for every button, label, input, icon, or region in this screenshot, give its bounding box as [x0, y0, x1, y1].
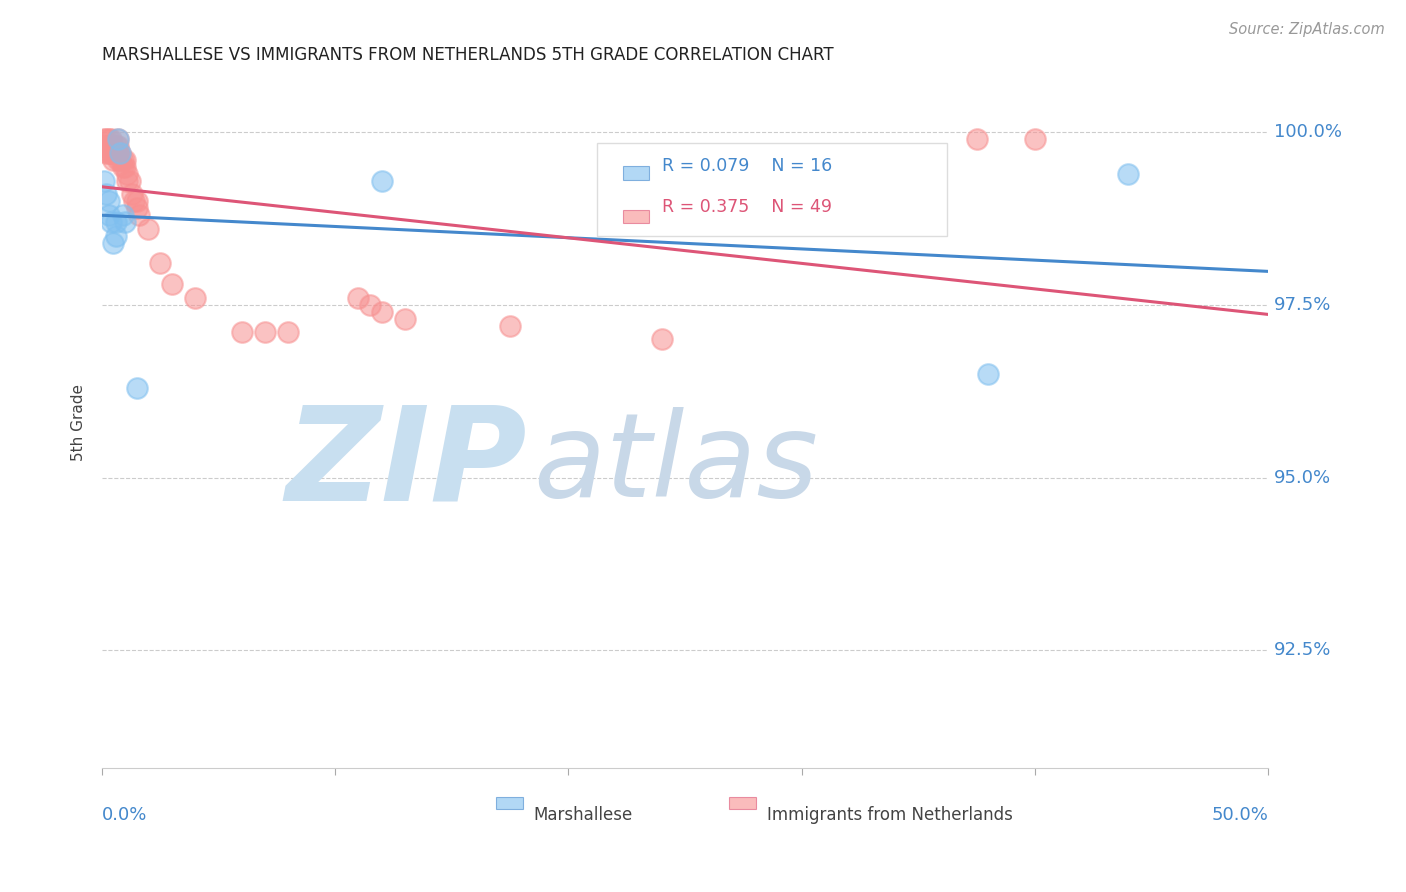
- Point: [977, 367, 1000, 381]
- Point: [125, 194, 148, 209]
- Point: [104, 228, 127, 243]
- Text: Source: ZipAtlas.com: Source: ZipAtlas.com: [1229, 22, 1385, 37]
- Point: [370, 173, 392, 187]
- Point: [93, 173, 115, 187]
- Point: [121, 187, 143, 202]
- Point: [104, 215, 127, 229]
- Point: [359, 298, 381, 312]
- Text: 0.0%: 0.0%: [101, 805, 146, 823]
- Point: [104, 145, 127, 160]
- Point: [96, 187, 118, 202]
- Point: [100, 215, 122, 229]
- Text: 100.0%: 100.0%: [1274, 123, 1343, 141]
- Point: [103, 153, 125, 167]
- Point: [96, 132, 118, 146]
- Point: [111, 160, 134, 174]
- Point: [108, 145, 131, 160]
- Point: [97, 139, 120, 153]
- Point: [114, 153, 136, 167]
- Text: R = 0.375    N = 49: R = 0.375 N = 49: [662, 198, 831, 216]
- Point: [108, 153, 131, 167]
- Text: 95.0%: 95.0%: [1274, 468, 1331, 486]
- Point: [253, 326, 276, 340]
- FancyBboxPatch shape: [623, 210, 648, 224]
- Point: [499, 318, 522, 333]
- Point: [370, 305, 392, 319]
- Point: [394, 311, 416, 326]
- Point: [96, 145, 118, 160]
- FancyBboxPatch shape: [730, 797, 756, 809]
- Point: [97, 132, 120, 146]
- Point: [103, 145, 125, 160]
- Point: [104, 139, 127, 153]
- Point: [184, 291, 207, 305]
- Point: [93, 139, 115, 153]
- Point: [100, 145, 122, 160]
- Point: [114, 215, 136, 229]
- Text: 50.0%: 50.0%: [1212, 805, 1268, 823]
- Point: [107, 153, 129, 167]
- Text: R = 0.079    N = 16: R = 0.079 N = 16: [662, 157, 832, 175]
- Point: [96, 139, 118, 153]
- Point: [966, 132, 988, 146]
- Point: [97, 208, 120, 222]
- Point: [97, 194, 120, 209]
- Point: [114, 160, 136, 174]
- Text: Marshallese: Marshallese: [533, 805, 633, 823]
- Text: ZIP: ZIP: [285, 401, 527, 527]
- Point: [125, 381, 148, 395]
- Point: [107, 132, 129, 146]
- Point: [149, 256, 172, 270]
- Point: [160, 277, 183, 292]
- Text: 97.5%: 97.5%: [1274, 296, 1331, 314]
- Point: [115, 167, 138, 181]
- Text: 92.5%: 92.5%: [1274, 641, 1331, 659]
- Point: [100, 139, 122, 153]
- Point: [107, 139, 129, 153]
- Point: [122, 194, 145, 209]
- Point: [118, 173, 141, 187]
- Point: [107, 145, 129, 160]
- Point: [128, 208, 150, 222]
- Point: [277, 326, 299, 340]
- Point: [136, 222, 159, 236]
- Point: [231, 326, 253, 340]
- Text: Immigrants from Netherlands: Immigrants from Netherlands: [766, 805, 1012, 823]
- Point: [1024, 132, 1046, 146]
- Point: [97, 145, 120, 160]
- Point: [103, 139, 125, 153]
- Point: [111, 208, 134, 222]
- FancyBboxPatch shape: [598, 143, 948, 235]
- Point: [103, 235, 125, 250]
- Point: [1118, 167, 1140, 181]
- Point: [100, 132, 122, 146]
- FancyBboxPatch shape: [623, 167, 648, 180]
- Text: MARSHALLESE VS IMMIGRANTS FROM NETHERLANDS 5TH GRADE CORRELATION CHART: MARSHALLESE VS IMMIGRANTS FROM NETHERLAN…: [101, 46, 834, 64]
- Point: [107, 132, 129, 146]
- FancyBboxPatch shape: [496, 797, 523, 809]
- Point: [111, 153, 134, 167]
- Y-axis label: 5th Grade: 5th Grade: [72, 384, 86, 461]
- Point: [93, 132, 115, 146]
- Point: [347, 291, 370, 305]
- Point: [115, 173, 138, 187]
- Point: [651, 332, 673, 346]
- Point: [125, 201, 148, 215]
- Point: [108, 145, 131, 160]
- Text: atlas: atlas: [533, 407, 818, 521]
